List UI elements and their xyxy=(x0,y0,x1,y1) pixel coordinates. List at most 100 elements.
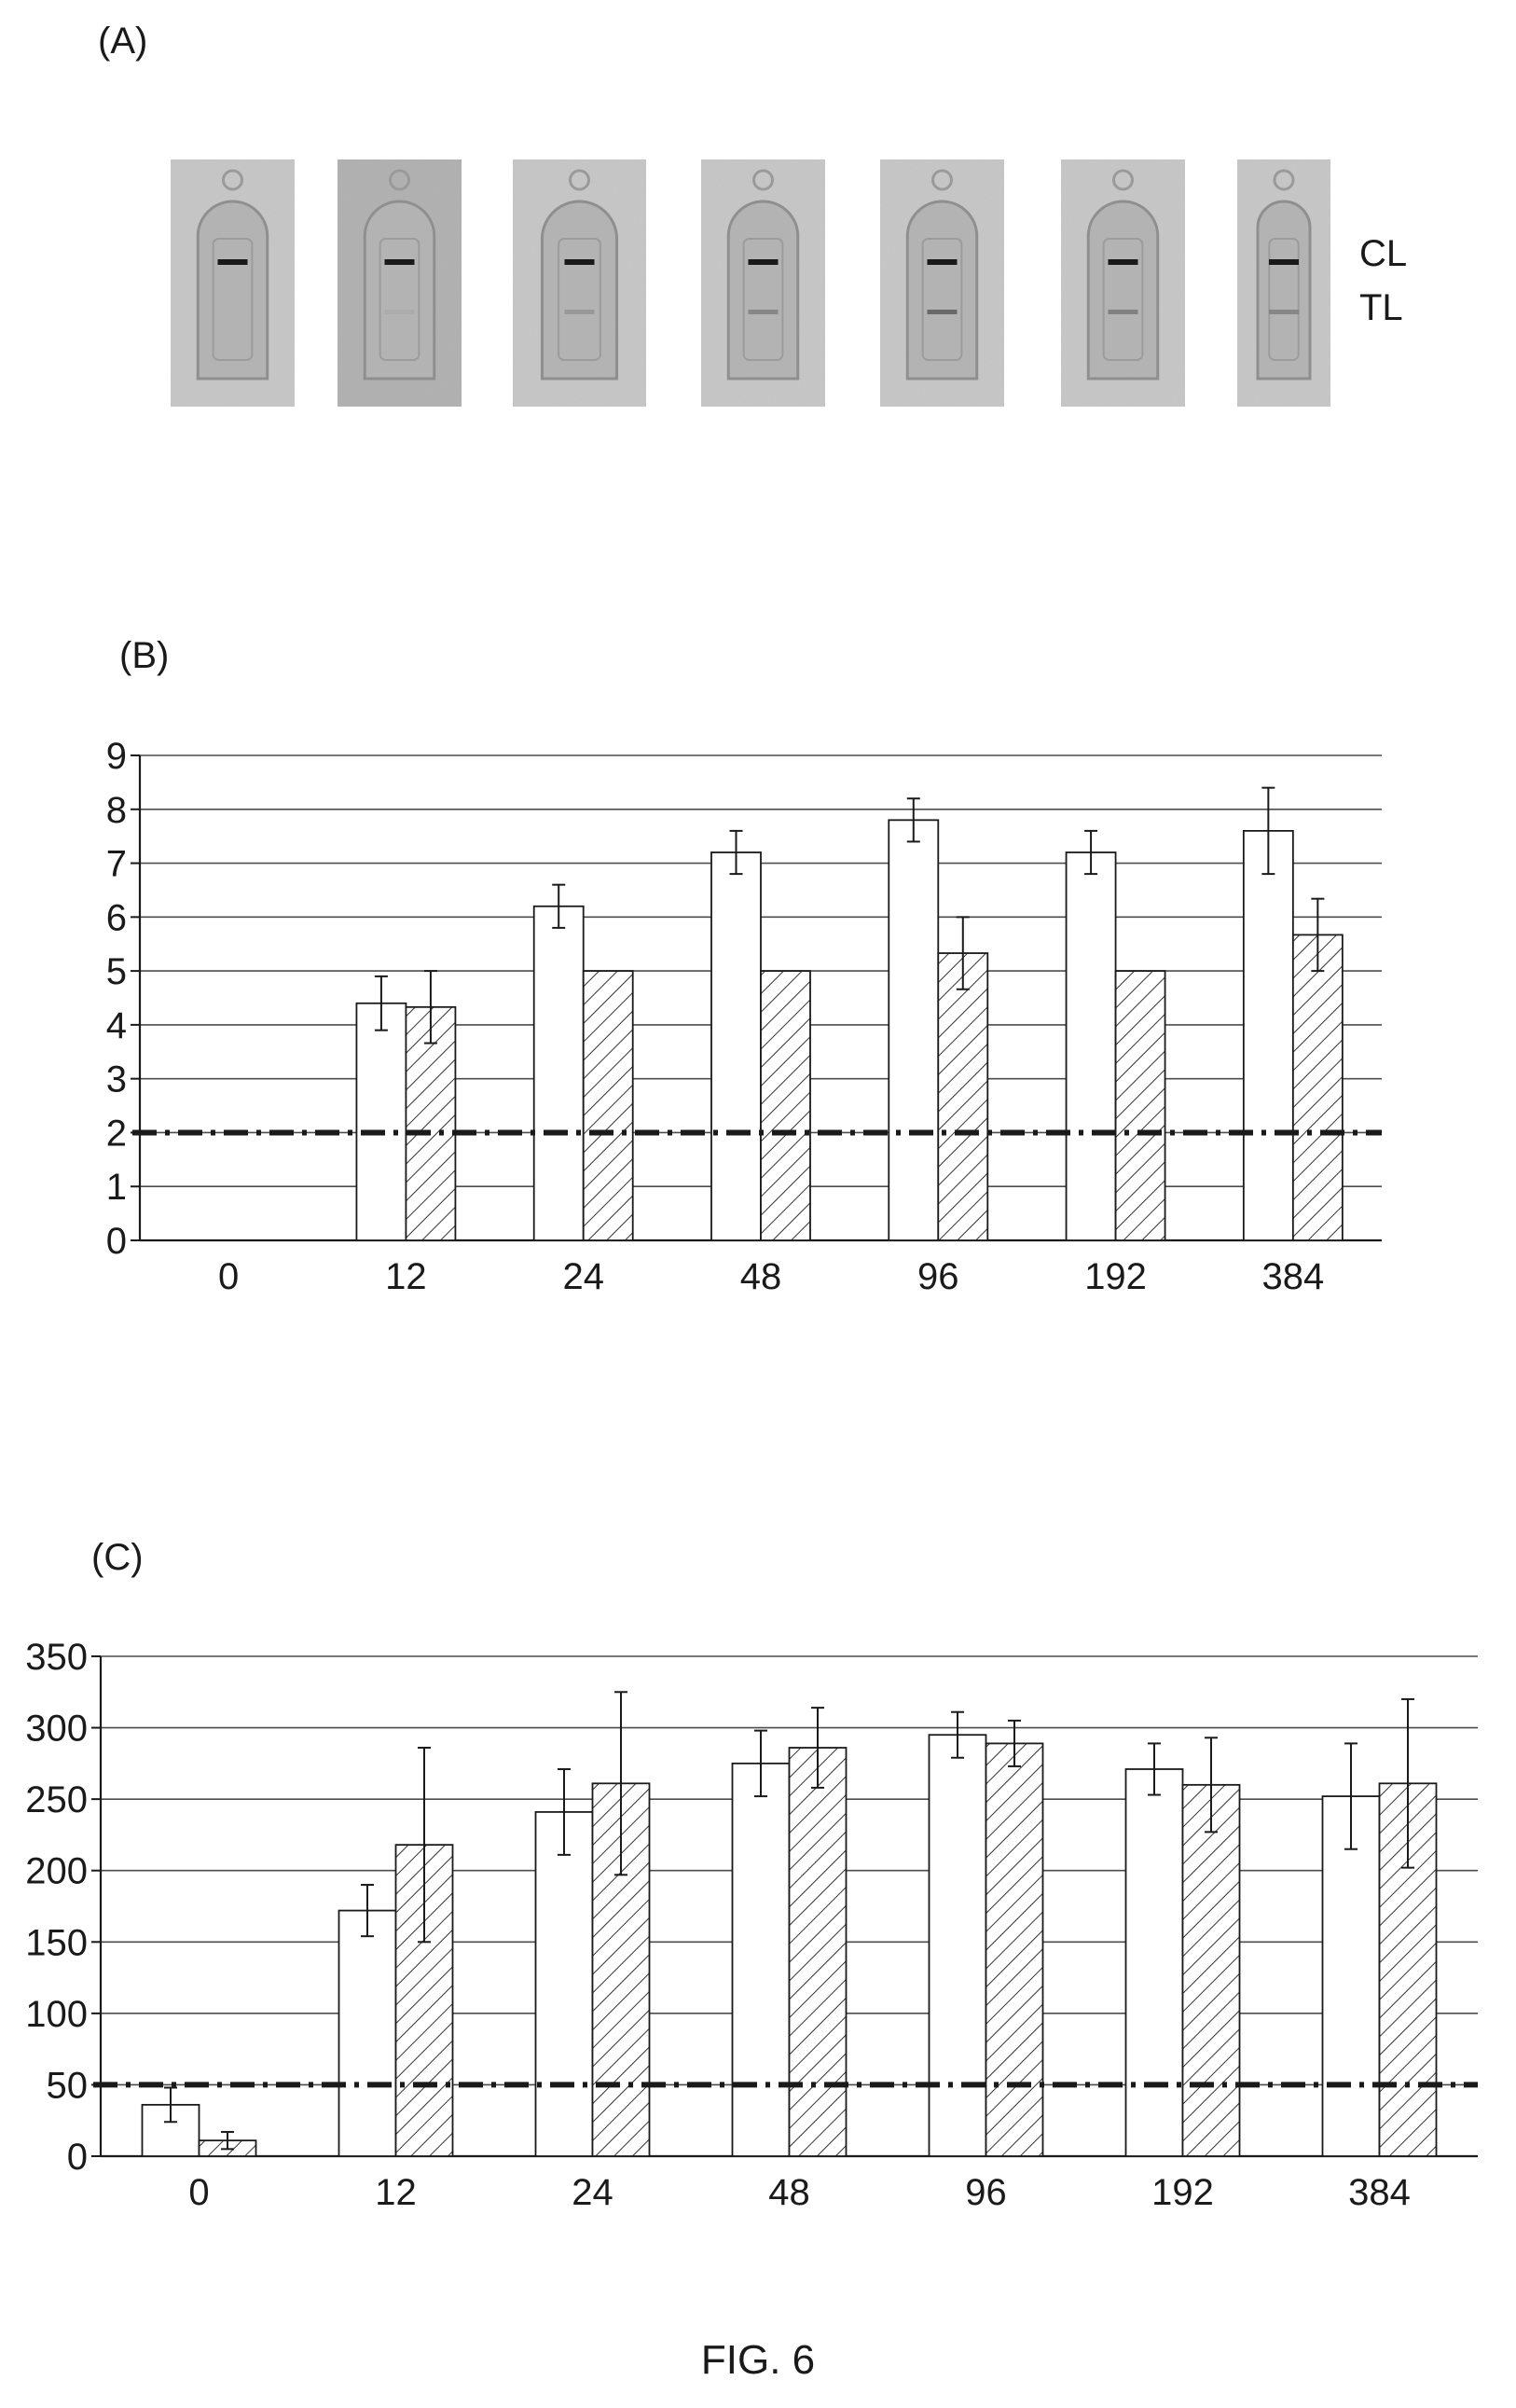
control-line xyxy=(384,259,415,265)
x-tick-label: 12 xyxy=(375,2172,417,2213)
result-window xyxy=(363,200,436,381)
y-tick-label: 50 xyxy=(47,2065,89,2106)
result-window xyxy=(1256,200,1312,381)
y-tick-label: 4 xyxy=(106,1005,127,1046)
strip-channel xyxy=(558,238,601,361)
bar-open xyxy=(888,819,940,1241)
result-window xyxy=(196,200,269,381)
panel-a-label: (A) xyxy=(98,21,147,62)
test-line xyxy=(564,310,595,314)
bar-open xyxy=(1065,851,1117,1241)
result-window xyxy=(726,200,800,381)
bar-open xyxy=(532,905,585,1241)
strip-channel xyxy=(742,238,784,361)
strip-channel xyxy=(1102,238,1144,361)
sample-hole xyxy=(931,169,953,191)
test-strip xyxy=(171,159,295,407)
y-tick-label: 100 xyxy=(25,1994,88,2035)
test-line xyxy=(927,310,958,314)
result-window xyxy=(540,200,619,381)
bar-hatched xyxy=(788,1747,848,2157)
strip-channel xyxy=(212,238,254,361)
y-tick-label: 300 xyxy=(25,1709,88,1750)
bar-open xyxy=(1242,829,1294,1241)
bar-open xyxy=(355,1002,407,1241)
y-tick-label: 6 xyxy=(106,897,127,938)
bar-hatched xyxy=(1291,934,1344,1241)
y-tick-label: 150 xyxy=(25,1922,88,1963)
control-line xyxy=(748,259,779,265)
y-tick-label: 3 xyxy=(106,1059,127,1100)
x-tick-label: 48 xyxy=(740,1256,782,1297)
y-tick-label: 250 xyxy=(25,1779,88,1820)
sample-hole xyxy=(1273,169,1295,191)
chart-c: 0 50 100 150 200 250 300 350 0 12 24 48 96 192 384 xyxy=(25,1637,1478,2213)
x-tick-label: 96 xyxy=(965,2172,1007,2213)
test-strip xyxy=(880,159,1004,407)
panel-b-label: (B) xyxy=(119,635,169,676)
test-strips xyxy=(171,159,1330,407)
test-strip xyxy=(513,159,646,407)
sample-hole xyxy=(752,169,774,191)
bar-hatched xyxy=(1181,1783,1241,2157)
control-line-label: CL xyxy=(1359,233,1407,274)
bar-open xyxy=(338,1909,397,2157)
bar-hatched xyxy=(405,1005,457,1241)
sample-hole xyxy=(389,169,410,191)
bar-hatched xyxy=(985,1742,1044,2157)
bar-open xyxy=(928,1734,987,2157)
test-strip xyxy=(1237,159,1330,407)
figure-caption: FIG. 6 xyxy=(701,2337,815,2383)
test-line xyxy=(748,310,779,314)
control-line xyxy=(564,259,595,265)
test-line xyxy=(1269,310,1299,314)
bar-open xyxy=(1321,1795,1381,2157)
strip-channel xyxy=(921,238,963,361)
y-tick-label: 7 xyxy=(106,844,127,885)
result-window xyxy=(1086,200,1160,381)
control-line xyxy=(1269,259,1299,265)
sample-hole xyxy=(1112,169,1134,191)
bar-open xyxy=(731,1762,791,2157)
panel-c: (C) 0 50 100 150 200 250 300 350 0 12 24 48 96 192 384 xyxy=(25,1537,1478,2213)
panel-c-label: (C) xyxy=(91,1537,144,1578)
y-tick-label: 2 xyxy=(106,1113,127,1154)
bar-hatched xyxy=(760,970,811,1241)
control-line xyxy=(1108,259,1138,265)
x-tick-label: 12 xyxy=(385,1256,427,1297)
test-line-label: TL xyxy=(1359,287,1403,328)
x-tick-label: 384 xyxy=(1348,2172,1411,2213)
x-tick-label: 96 xyxy=(917,1256,959,1297)
x-tick-label: 24 xyxy=(572,2172,613,2213)
x-tick-label: 0 xyxy=(188,2172,209,2213)
y-tick-label: 0 xyxy=(67,2137,88,2178)
bar-hatched xyxy=(937,952,989,1241)
test-line xyxy=(384,310,415,314)
bar-hatched xyxy=(582,970,634,1241)
x-tick-label: 192 xyxy=(1084,1256,1147,1297)
y-tick-label: 0 xyxy=(106,1221,127,1262)
strip-channel xyxy=(379,238,420,361)
x-tick-label: 384 xyxy=(1261,1256,1324,1297)
y-tick-label: 350 xyxy=(25,1637,88,1678)
x-tick-label: 24 xyxy=(562,1256,604,1297)
result-window xyxy=(905,200,979,381)
bar-hatched xyxy=(1114,970,1166,1241)
control-line xyxy=(927,259,958,265)
test-line xyxy=(1108,310,1138,314)
bar-open xyxy=(710,851,762,1241)
sample-hole xyxy=(222,169,243,191)
y-tick-label: 9 xyxy=(106,736,127,777)
test-strip xyxy=(1061,159,1185,407)
y-tick-label: 8 xyxy=(106,790,127,831)
panel-a: (A) CL TL xyxy=(98,21,1407,407)
x-tick-label: 48 xyxy=(768,2172,810,2213)
x-tick-label: 0 xyxy=(218,1256,239,1297)
sample-hole xyxy=(569,169,590,191)
control-line xyxy=(217,259,248,265)
y-tick-label: 200 xyxy=(25,1851,88,1892)
y-tick-label: 5 xyxy=(106,951,127,992)
